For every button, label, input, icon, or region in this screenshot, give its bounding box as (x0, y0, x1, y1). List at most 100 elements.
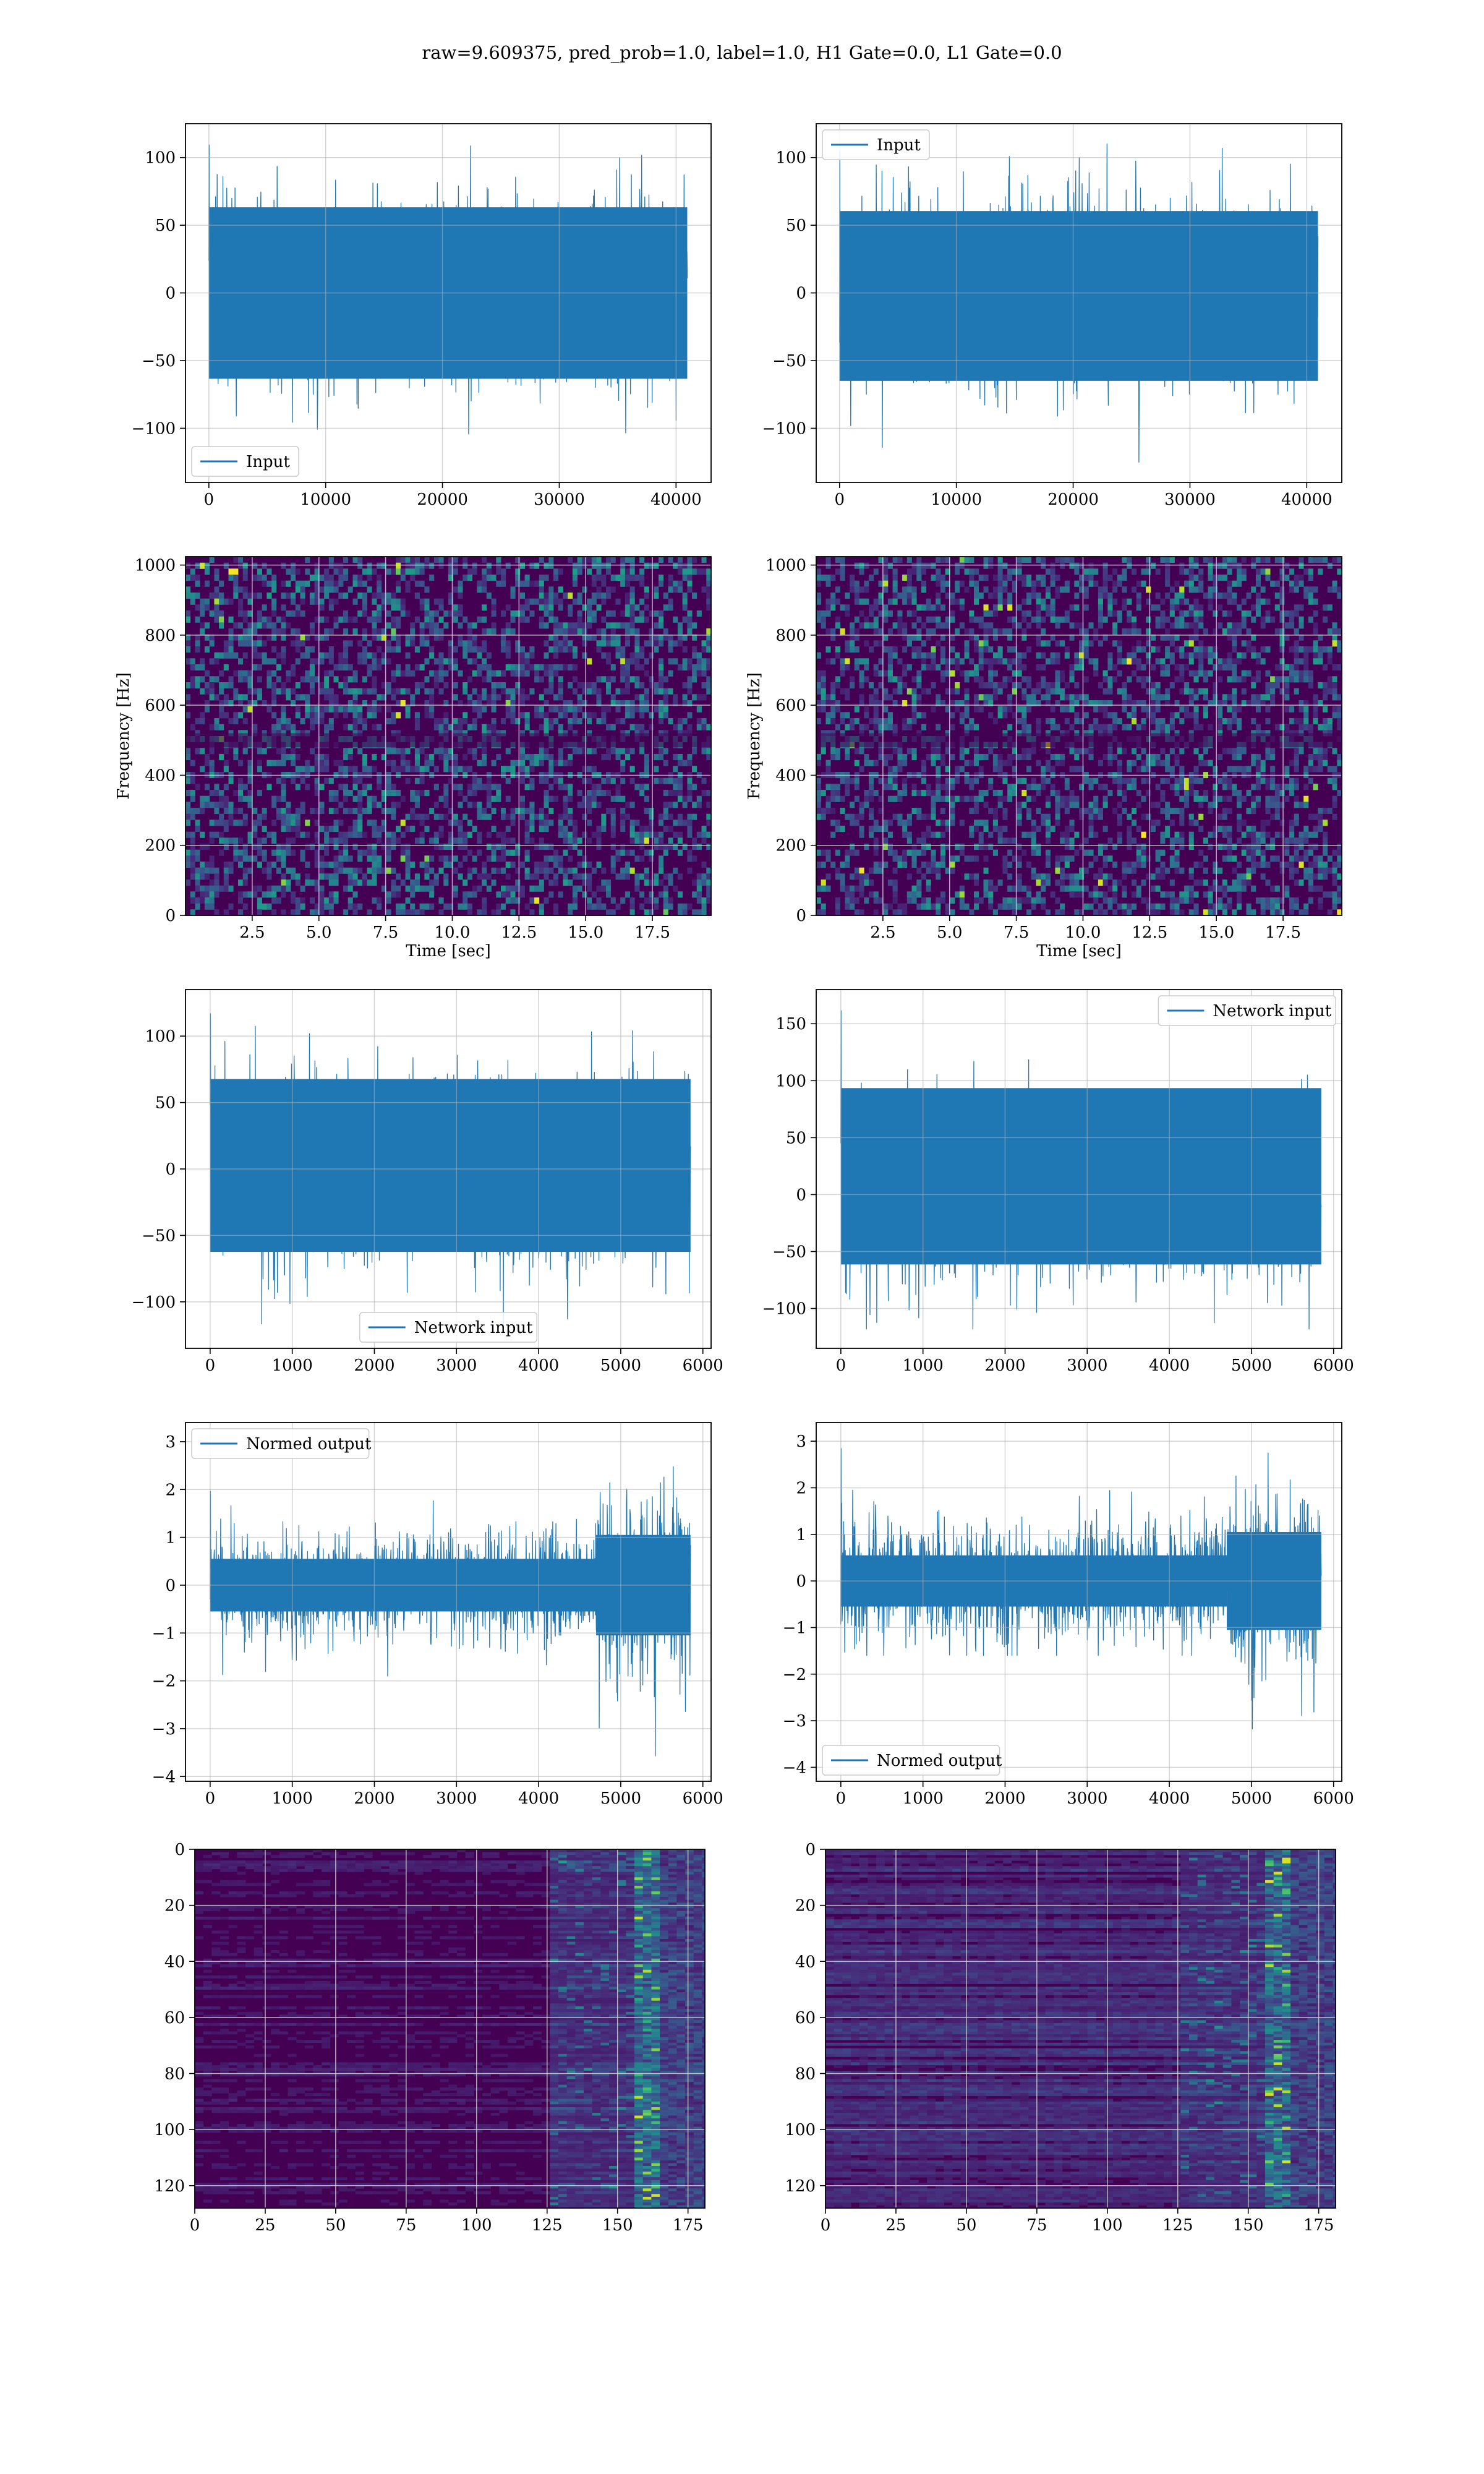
l1-feature-map-xtick-label: 175 (1303, 2216, 1334, 2235)
l1-normed-output-xtick-label: 6000 (1313, 1789, 1354, 1808)
l1-normed-output-grid (816, 1423, 1342, 1781)
l1-input-grid (816, 124, 1342, 482)
l1-network-input-xtick-label: 0 (836, 1356, 846, 1375)
h1-spectrogram-plot-area (186, 557, 711, 915)
l1-network-input-ytick-label: 50 (786, 1129, 806, 1147)
h1-network-input-legend: Network input (359, 1312, 538, 1343)
l1-input-legend: Input (822, 129, 930, 160)
l1-normed-output-ytick-label: −3 (783, 1712, 806, 1731)
h1-feature-map-xtick-label: 0 (190, 2216, 200, 2235)
h1-spectrogram-frame (185, 556, 712, 916)
l1-spectrogram-xlabel: Time [sec] (1036, 942, 1122, 961)
l1-feature-map-xtick-label: 75 (1026, 2216, 1047, 2235)
h1-spectrogram-ytick-label: 400 (145, 766, 176, 785)
l1-feature-map-ytick-label: 0 (805, 1841, 816, 1859)
l1-normed-output-ytick-label: −4 (783, 1758, 806, 1777)
l1-input-panel: 0 10000 20000 30000 40000 −100 −50 0 50 100 Input (762, 123, 1342, 509)
l1-normed-output-legend: Normed output (822, 1745, 1002, 1776)
l1-feature-map-ytick-label: 80 (795, 2065, 816, 2084)
h1-feature-map-frame (194, 1849, 706, 2209)
l1-spectrogram-xtick-label: 2.5 (870, 923, 895, 942)
h1-input-legend-label: Input (246, 453, 290, 471)
h1-network-input-plot-area (210, 1013, 691, 1329)
h1-spectrogram-xtick-label: 10.0 (435, 923, 471, 942)
h1-network-input-xtick-label: 4000 (518, 1356, 559, 1375)
l1-feature-map-xtick-label: 50 (956, 2216, 976, 2235)
l1-network-input-plot-area (840, 1010, 1322, 1330)
l1-feature-map-xtick-label: 125 (1162, 2216, 1193, 2235)
l1-spectrogram-ytick-label: 200 (775, 837, 806, 855)
l1-network-input-ytick-label: −100 (762, 1300, 806, 1319)
l1-input-ytick-label: −100 (762, 419, 806, 438)
l1-feature-map-panel: 0 25 50 75 100 125 150 175 0 20 40 60 80 100 120 (785, 1841, 1336, 2235)
h1-input-xtick-label: 0 (204, 490, 215, 509)
l1-network-input-xtick-label: 6000 (1313, 1356, 1354, 1375)
h1-normed-output-xtick-label: 6000 (683, 1789, 723, 1808)
h1-spectrogram-ylabel: Frequency [Hz] (114, 672, 133, 800)
h1-spectrogram-ytick-label: 200 (145, 837, 176, 855)
l1-feature-map-xtick-label: 100 (1092, 2216, 1123, 2235)
l1-normed-output-ytick-label: 0 (796, 1572, 806, 1591)
l1-normed-output-xtick-label: 3000 (1067, 1789, 1107, 1808)
l1-feature-map-cells (825, 1849, 1336, 2208)
l1-spectrogram-ytick-label: 0 (796, 907, 806, 925)
l1-input-series-core (839, 211, 1318, 381)
h1-normed-output-xtick-label: 0 (205, 1789, 216, 1808)
h1-feature-map-xtick-label: 50 (325, 2216, 346, 2235)
h1-network-input-ytick-label: −100 (132, 1293, 176, 1312)
h1-feature-map-xtick-label: 100 (461, 2216, 492, 2235)
h1-spectrogram-ytick-label: 800 (145, 627, 176, 645)
h1-input-xtick-label: 20000 (417, 490, 468, 509)
h1-spectrogram-panel: 2.5 5.0 7.5 10.0 12.5 15.0 17.5 0 200 400 600 800 10… (114, 556, 712, 961)
l1-network-input-panel: 0 1000 2000 3000 4000 5000 6000 −100 −50 0 50 100 15… (762, 989, 1354, 1375)
l1-spectrogram-xtick-label: 17.5 (1265, 923, 1301, 942)
l1-normed-output-ytick-label: −1 (783, 1619, 806, 1637)
h1-spectrogram-xtick-label: 12.5 (501, 923, 537, 942)
l1-network-input-xtick-label: 5000 (1231, 1356, 1272, 1375)
h1-feature-map-xtick-label: 150 (602, 2216, 633, 2235)
h1-network-input-grid (186, 990, 711, 1348)
h1-normed-output-frame (185, 1422, 712, 1782)
l1-input-ytick-label: 50 (786, 216, 806, 235)
l1-network-input-series-core (840, 1088, 1321, 1265)
l1-spectrogram-cells (816, 557, 1342, 915)
l1-spectrogram-ytick-label: 600 (775, 696, 806, 715)
h1-input-panel: 0 10000 20000 30000 40000 −100 −50 0 50 100 Input (132, 123, 712, 509)
h1-network-input-ytick-label: 100 (145, 1027, 176, 1046)
l1-network-input-ytick-label: −50 (772, 1243, 806, 1261)
l1-normed-output-xtick-label: 0 (836, 1789, 846, 1808)
h1-feature-map-ytick-label: 100 (154, 2121, 185, 2139)
h1-network-input-legend-label: Network input (414, 1319, 533, 1337)
h1-network-input-ytick-label: −50 (142, 1226, 176, 1245)
h1-spectrogram-ytick-label: 1000 (135, 557, 176, 575)
h1-input-legend: Input (191, 446, 299, 477)
h1-network-input-ytick-label: 50 (155, 1094, 176, 1113)
l1-feature-map-ytick-label: 20 (795, 1897, 816, 1915)
l1-network-input-legend: Network input (1158, 995, 1336, 1026)
l1-spectrogram-frame (816, 556, 1342, 916)
h1-spectrogram-xtick-label: 2.5 (239, 923, 265, 942)
h1-network-input-xtick-label: 6000 (683, 1356, 723, 1375)
h1-normed-output-xtick-label: 1000 (272, 1789, 313, 1808)
l1-feature-map-xtick-label: 150 (1233, 2216, 1264, 2235)
l1-input-ytick-label: 0 (796, 285, 806, 303)
h1-network-input-xtick-label: 3000 (436, 1356, 477, 1375)
h1-feature-map-ytick-label: 20 (164, 1897, 185, 1915)
l1-network-input-xtick-label: 3000 (1067, 1356, 1107, 1375)
l1-input-plot-area (839, 143, 1319, 463)
l1-feature-map-xtick-label: 0 (821, 2216, 831, 2235)
h1-feature-map-cells (195, 1849, 705, 2208)
h1-normed-output-xtick-label: 3000 (436, 1789, 477, 1808)
l1-feature-map-ytick-label: 60 (795, 2009, 816, 2027)
h1-normed-output-legend: Normed output (191, 1428, 372, 1459)
l1-input-xtick-label: 0 (835, 490, 845, 509)
h1-feature-map-xtick-label: 25 (255, 2216, 275, 2235)
h1-feature-map-ytick-label: 60 (164, 2009, 185, 2027)
l1-normed-output-panel: 0 1000 2000 3000 4000 5000 6000 −4 −3 −2 −1 0 1 2 3 Nor… (783, 1422, 1354, 1808)
l1-input-xtick-label: 40000 (1281, 490, 1333, 509)
figure-title: raw=9.609375, pred_prob=1.0, label=1.0, … (422, 42, 1062, 63)
l1-normed-output-xtick-label: 5000 (1231, 1789, 1272, 1808)
l1-feature-map-plot-area (825, 1849, 1336, 2208)
h1-feature-map-ytick-label: 120 (154, 2177, 185, 2196)
l1-normed-output-frame (816, 1422, 1342, 1782)
